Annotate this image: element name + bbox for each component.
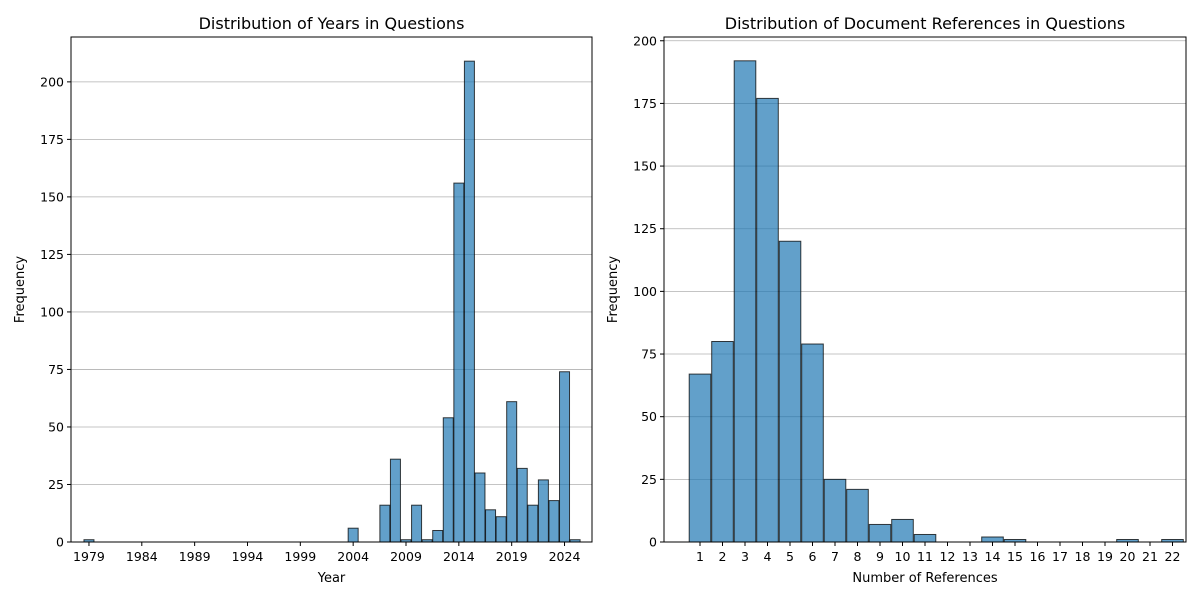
- x-tick-label: 2004: [337, 549, 369, 564]
- bar: [756, 97, 779, 543]
- chart-years: 1979 1984 1989 1994 1999 2004 2009 2014 2019 2024…: [13, 14, 593, 586]
- x-tick-label: 3: [741, 549, 749, 564]
- x-ticks: 1979 1984 1989 1994 1999 2004 2009 2014 2019 2024: [73, 542, 580, 564]
- bars: [688, 60, 1184, 543]
- x-tick-label: 6: [809, 549, 817, 564]
- x-tick-label: 1994: [232, 549, 264, 564]
- y-ticks: 0 25 50 75 100 125 150 175 200: [633, 33, 664, 550]
- x-tick-label: 2019: [496, 549, 528, 564]
- bar: [389, 458, 401, 543]
- x-tick-label: 14: [985, 549, 1001, 564]
- x-axis-label: Year: [317, 571, 346, 586]
- x-tick-label: 5: [786, 549, 794, 564]
- y-tick-label: 150: [633, 159, 657, 174]
- y-tick-label: 25: [48, 477, 64, 492]
- bar: [868, 523, 892, 543]
- y-tick-label: 125: [633, 221, 657, 236]
- y-axis-label: Frequency: [606, 256, 621, 323]
- bar: [711, 341, 734, 543]
- chart-references: 1 2 3 4 5 6 7 8 9 10 11 12 13 14 15 16 17 18 19 20 21 22 0255…: [606, 14, 1187, 586]
- x-tick-label: 1999: [284, 549, 316, 564]
- y-tick-label: 150: [40, 189, 64, 204]
- bar: [981, 536, 1004, 543]
- plot-frame: [70, 36, 593, 543]
- x-tick-label: 2: [719, 549, 727, 564]
- x-tick-label: 21: [1142, 549, 1158, 564]
- x-axis-label: Number of References: [852, 571, 997, 586]
- bar: [379, 504, 391, 543]
- x-tick-label: 22: [1165, 549, 1181, 564]
- y-tick-label: 200: [40, 74, 64, 89]
- x-tick-label: 11: [917, 549, 933, 564]
- y-tick-label: 200: [633, 33, 657, 48]
- y-tick-label: 100: [40, 304, 64, 319]
- x-tick-label: 12: [940, 549, 956, 564]
- y-tick-label: 175: [40, 132, 64, 147]
- x-tick-label: 20: [1120, 549, 1136, 564]
- x-tick-label: 10: [895, 549, 911, 564]
- y-axis-label: Frequency: [13, 256, 28, 323]
- bar: [527, 504, 539, 543]
- x-tick-label: 7: [831, 549, 839, 564]
- x-tick-label: 1984: [126, 549, 158, 564]
- bar: [559, 371, 571, 543]
- bar: [506, 401, 518, 543]
- bar: [537, 479, 549, 543]
- y-tick-label: 175: [633, 96, 657, 111]
- x-tick-label: 17: [1052, 549, 1068, 564]
- bar: [733, 60, 757, 543]
- bar: [485, 509, 497, 543]
- x-tick-label: 18: [1075, 549, 1091, 564]
- bar: [846, 488, 869, 543]
- bar: [823, 478, 847, 543]
- x-ticks: 1 2 3 4 5 6 7 8 9 10 11 12 13 14 15 16 17 18 19 20 21 22: [696, 542, 1180, 564]
- x-tick-label: 15: [1007, 549, 1023, 564]
- x-tick-label: 4: [764, 549, 772, 564]
- y-tick-label: 0: [649, 535, 657, 550]
- bar: [453, 182, 465, 543]
- bar: [891, 518, 914, 543]
- y-tick-label: 75: [641, 347, 657, 362]
- bar: [913, 533, 937, 543]
- y-tick-label: 50: [48, 419, 64, 434]
- bar: [411, 504, 423, 543]
- y-tick-label: 75: [48, 362, 64, 377]
- bar: [495, 516, 507, 543]
- bar: [778, 240, 802, 543]
- x-tick-label: 16: [1030, 549, 1046, 564]
- x-tick-label: 1: [696, 549, 704, 564]
- bar: [801, 343, 824, 543]
- x-tick-label: 13: [962, 549, 978, 564]
- bar: [688, 373, 712, 543]
- bar: [548, 500, 560, 543]
- bar: [516, 467, 528, 543]
- bar: [432, 529, 444, 543]
- bars: [83, 60, 581, 543]
- y-tick-label: 100: [633, 284, 657, 299]
- x-tick-label: 1979: [73, 549, 105, 564]
- bar: [442, 417, 454, 543]
- x-tick-label: 2024: [549, 549, 581, 564]
- y-tick-label: 50: [641, 409, 657, 424]
- y-tick-label: 125: [40, 247, 64, 262]
- bar: [474, 472, 486, 543]
- y-tick-label: 0: [56, 535, 64, 550]
- y-tick-label: 25: [641, 472, 657, 487]
- x-tick-label: 9: [876, 549, 884, 564]
- x-tick-label: 1989: [179, 549, 211, 564]
- bar: [463, 60, 475, 543]
- chart-title: Distribution of Document References in Q…: [725, 14, 1125, 33]
- x-tick-label: 2014: [443, 549, 475, 564]
- bar: [347, 527, 359, 543]
- chart-title: Distribution of Years in Questions: [199, 14, 465, 33]
- x-tick-label: 8: [854, 549, 862, 564]
- gridlines: [71, 81, 592, 543]
- x-tick-label: 19: [1097, 549, 1113, 564]
- x-tick-label: 2009: [390, 549, 422, 564]
- y-ticks: 0 25 50 75 100 125 150 175 200: [40, 74, 71, 550]
